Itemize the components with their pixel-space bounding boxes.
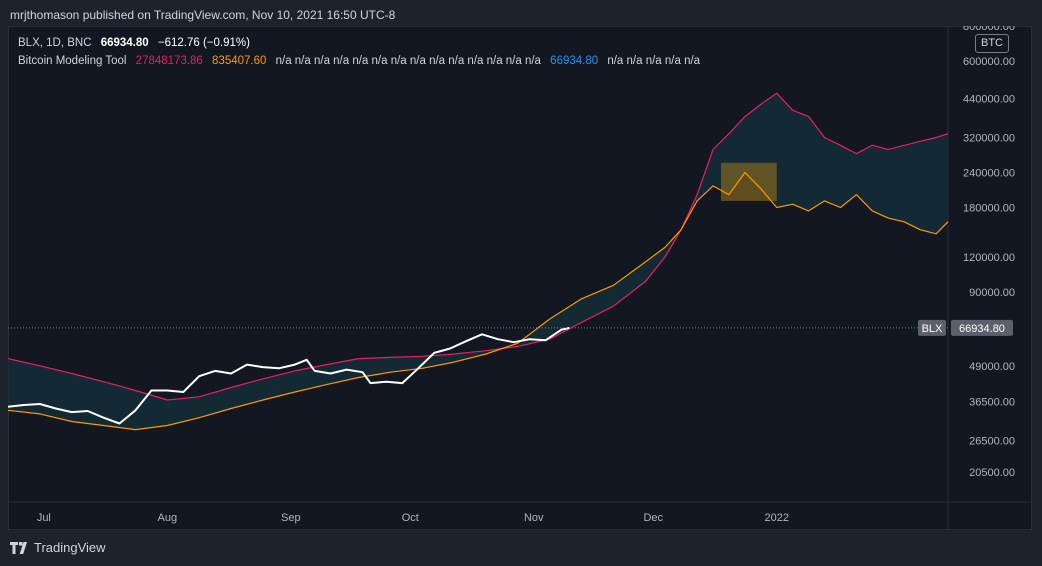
x-tick-label: Dec xyxy=(643,512,663,524)
band-fill-area xyxy=(8,93,948,430)
chart-legend: BLX, 1D, BNC 66934.80 −612.76 (−0.91%) B… xyxy=(18,34,700,70)
y-tick-label: 20500.00 xyxy=(969,467,1015,479)
legend-change: −612.76 (−0.91%) xyxy=(157,37,250,49)
legend-indicator-value-2: 835407.60 xyxy=(212,55,267,67)
published-line: mrjthomason published on TradingView.com… xyxy=(10,8,396,22)
legend-symbol: BLX, 1D, BNC xyxy=(18,37,92,49)
y-tick-label: 240000.00 xyxy=(963,167,1015,179)
price-chart[interactable]: BLX 66934.80 800000.00 600000.00 440000.00 32… xyxy=(8,26,1032,530)
upper-band-line[interactable] xyxy=(8,92,949,401)
price-line[interactable] xyxy=(8,326,570,425)
x-tick-label: Oct xyxy=(402,512,419,524)
x-tick-label: Aug xyxy=(158,512,178,524)
x-tick-label: Jul xyxy=(37,512,51,524)
chart-frame xyxy=(8,26,1032,530)
y-tick-label: 120000.00 xyxy=(963,252,1015,264)
legend-indicator-value-1: 27848173.86 xyxy=(135,55,203,67)
y-tick-label: 90000.00 xyxy=(969,287,1015,299)
x-tick-label: 2022 xyxy=(764,512,788,524)
y-tick-label: 26500.00 xyxy=(969,436,1015,448)
legend-price: 66934.80 xyxy=(100,37,149,49)
lower-band-line[interactable] xyxy=(8,171,949,431)
footer-brand: TradingView xyxy=(34,540,106,555)
footer: TradingView xyxy=(10,540,106,555)
tradingview-logo-icon xyxy=(10,541,27,554)
x-tick-label: Sep xyxy=(281,512,301,524)
legend-na-group-1: n/a n/a n/a n/a n/a n/a n/a n/a n/a n/a … xyxy=(275,55,541,67)
legend-indicator-value-3: 66934.80 xyxy=(550,55,599,67)
y-tick-label: 800000.00 xyxy=(963,26,1015,33)
last-price-symbol-label: BLX xyxy=(922,323,943,335)
y-tick-label: 49000.00 xyxy=(969,361,1015,373)
legend-indicator-name: Bitcoin Modeling Tool xyxy=(18,55,127,67)
currency-badge[interactable]: BTC xyxy=(975,34,1009,53)
highlight-box[interactable] xyxy=(720,162,777,201)
y-tick-label: 36500.00 xyxy=(969,397,1015,409)
y-tick-label: 440000.00 xyxy=(963,94,1015,106)
y-tick-label: 600000.00 xyxy=(963,56,1015,68)
x-tick-label: Nov xyxy=(524,512,544,524)
legend-indicator-row[interactable]: Bitcoin Modeling Tool 27848173.86 835407… xyxy=(18,52,700,70)
last-price-value-tag xyxy=(951,319,1013,336)
legend-symbol-row[interactable]: BLX, 1D, BNC 66934.80 −612.76 (−0.91%) xyxy=(18,34,700,52)
last-price-value-label: 66934.80 xyxy=(959,323,1005,335)
y-tick-label: 320000.00 xyxy=(963,132,1015,144)
y-tick-label: 180000.00 xyxy=(963,202,1015,214)
last-price-symbol-tag xyxy=(918,319,946,336)
legend-na-group-2: n/a n/a n/a n/a n/a xyxy=(607,55,701,67)
